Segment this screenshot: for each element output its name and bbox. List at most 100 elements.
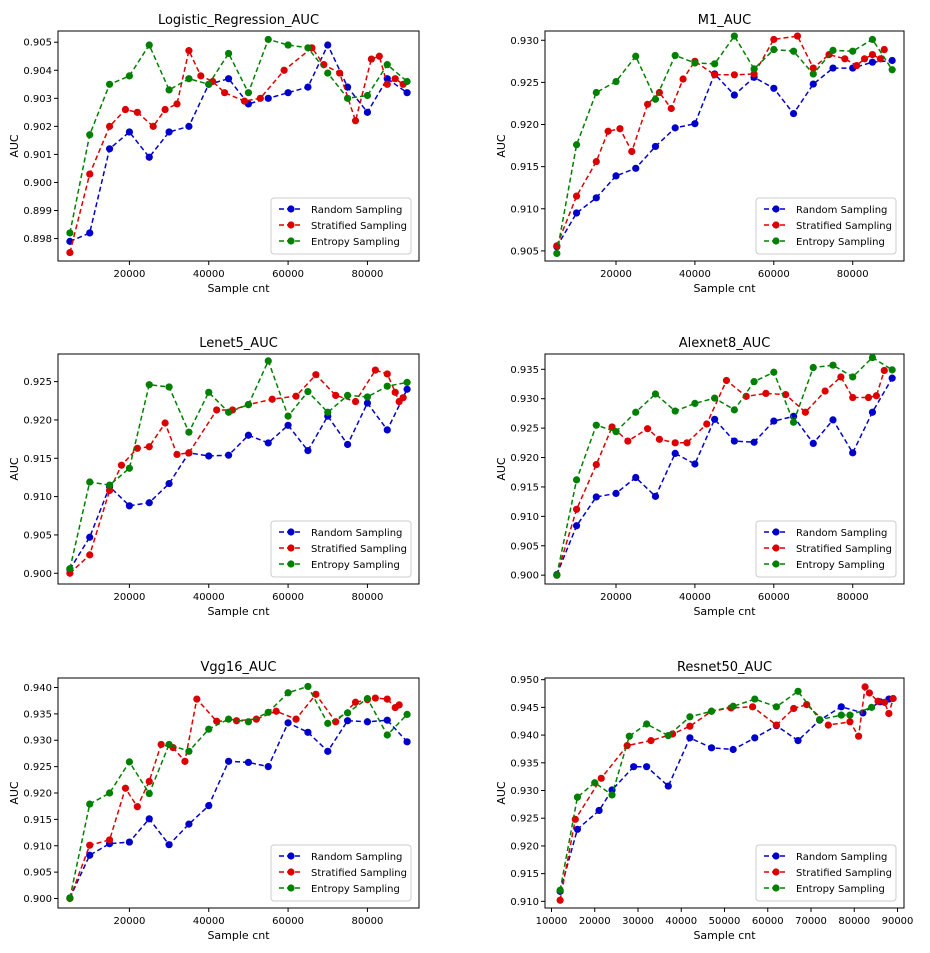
- y-tick-label: 0.930: [510, 394, 539, 405]
- data-point: [363, 718, 372, 726]
- data-point: [133, 444, 141, 452]
- data-point: [181, 757, 189, 765]
- data-point: [750, 438, 758, 446]
- data-point: [691, 59, 699, 67]
- legend: Random Sampling Stratified Sampling Entrop…: [270, 844, 412, 902]
- data-point: [730, 71, 738, 79]
- legend-marker: [772, 221, 780, 229]
- series-line: [69, 685, 408, 899]
- data-point: [889, 694, 897, 703]
- x-tick-label: 70000: [795, 916, 827, 927]
- x-tick-label: 60000: [272, 269, 304, 280]
- data-point: [876, 55, 884, 63]
- chart-resnet50: Resnet50_AUC 10000 20000 30000 40000 50000 600…: [495, 660, 913, 942]
- data-point: [244, 718, 253, 726]
- legend-marker: [287, 560, 295, 568]
- data-point: [612, 172, 620, 180]
- y-tick-label: 0.920: [23, 415, 52, 426]
- data-point: [224, 408, 233, 416]
- data-point: [722, 376, 731, 385]
- data-point: [711, 60, 719, 68]
- data-point: [643, 100, 652, 108]
- data-point: [125, 464, 134, 472]
- x-tick-label: 40000: [665, 916, 697, 927]
- y-tick-label: 0.910: [23, 841, 52, 852]
- y-tick-label: 0.905: [23, 530, 52, 541]
- data-point: [343, 440, 352, 449]
- y-tick-label: 0.935: [510, 758, 539, 769]
- y-tick-label: 0.903: [23, 94, 52, 105]
- data-point: [703, 420, 711, 428]
- legend: Random Sampling Stratified Sampling Entrop…: [755, 844, 897, 902]
- data-point: [224, 451, 233, 459]
- data-point: [86, 170, 94, 178]
- data-point: [86, 551, 94, 559]
- legend-frame: [270, 197, 412, 255]
- data-point: [770, 35, 778, 44]
- y-tick-label: 0.902: [23, 122, 52, 133]
- data-point: [324, 408, 332, 416]
- data-point: [803, 701, 811, 709]
- data-point: [86, 800, 94, 808]
- data-point: [790, 704, 798, 713]
- data-point: [145, 153, 153, 161]
- data-point: [867, 703, 876, 711]
- x-tick-label: 60000: [272, 592, 304, 603]
- data-point: [592, 460, 600, 469]
- y-tick-label: 0.920: [510, 841, 539, 852]
- data-point: [304, 387, 312, 396]
- data-point: [351, 397, 360, 406]
- data-point: [686, 734, 694, 742]
- data-point: [686, 722, 694, 730]
- y-axis-label: AUC: [495, 781, 508, 805]
- x-axis-label: Sample cnt: [693, 929, 756, 942]
- data-point: [205, 725, 213, 733]
- x-axis-label: Sample cnt: [207, 605, 270, 618]
- data-point: [821, 387, 829, 395]
- legend-marker: [287, 237, 295, 245]
- legend-marker: [772, 205, 780, 213]
- data-point: [399, 394, 407, 402]
- data-point: [841, 55, 849, 63]
- data-point: [213, 717, 221, 725]
- data-point: [383, 80, 391, 88]
- data-point: [837, 711, 845, 719]
- data-point: [655, 435, 664, 443]
- x-tick-label: 50000: [709, 916, 741, 927]
- data-point: [205, 80, 213, 88]
- data-point: [351, 698, 360, 706]
- data-point: [651, 95, 660, 103]
- x-tick-label: 80000: [352, 269, 384, 280]
- data-point: [730, 91, 738, 99]
- data-point: [105, 481, 114, 489]
- data-point: [363, 91, 372, 100]
- legend: Random Sampling Stratified Sampling Entrop…: [270, 520, 412, 578]
- data-point: [232, 717, 241, 725]
- data-point: [630, 763, 638, 771]
- series-line: [556, 35, 885, 247]
- chart-m1: M1_AUC 20000 40000 60000 80000 0.905 0.910 0.91…: [495, 13, 905, 295]
- data-point: [888, 66, 896, 74]
- data-point: [651, 142, 660, 151]
- y-tick-label: 0.935: [23, 709, 52, 720]
- data-point: [809, 70, 817, 78]
- data-point: [849, 47, 857, 55]
- data-point: [824, 721, 832, 729]
- data-point: [730, 406, 738, 414]
- data-point: [888, 56, 896, 65]
- data-point: [750, 70, 758, 78]
- data-point: [193, 695, 201, 703]
- data-point: [592, 88, 600, 97]
- x-tick-label: 40000: [193, 269, 225, 280]
- data-point: [679, 75, 687, 83]
- y-tick-label: 0.915: [510, 162, 539, 173]
- data-point: [612, 77, 620, 86]
- chart-vgg16: Vgg16_AUC 20000 40000 60000 80000 0.900 0.905 0…: [8, 660, 420, 942]
- legend-marker: [287, 852, 295, 860]
- x-tick-label: 10000: [536, 916, 568, 927]
- data-point: [789, 109, 798, 118]
- data-point: [197, 72, 205, 80]
- data-point: [750, 65, 758, 73]
- data-point: [888, 366, 896, 374]
- y-tick-label: 0.920: [23, 789, 52, 800]
